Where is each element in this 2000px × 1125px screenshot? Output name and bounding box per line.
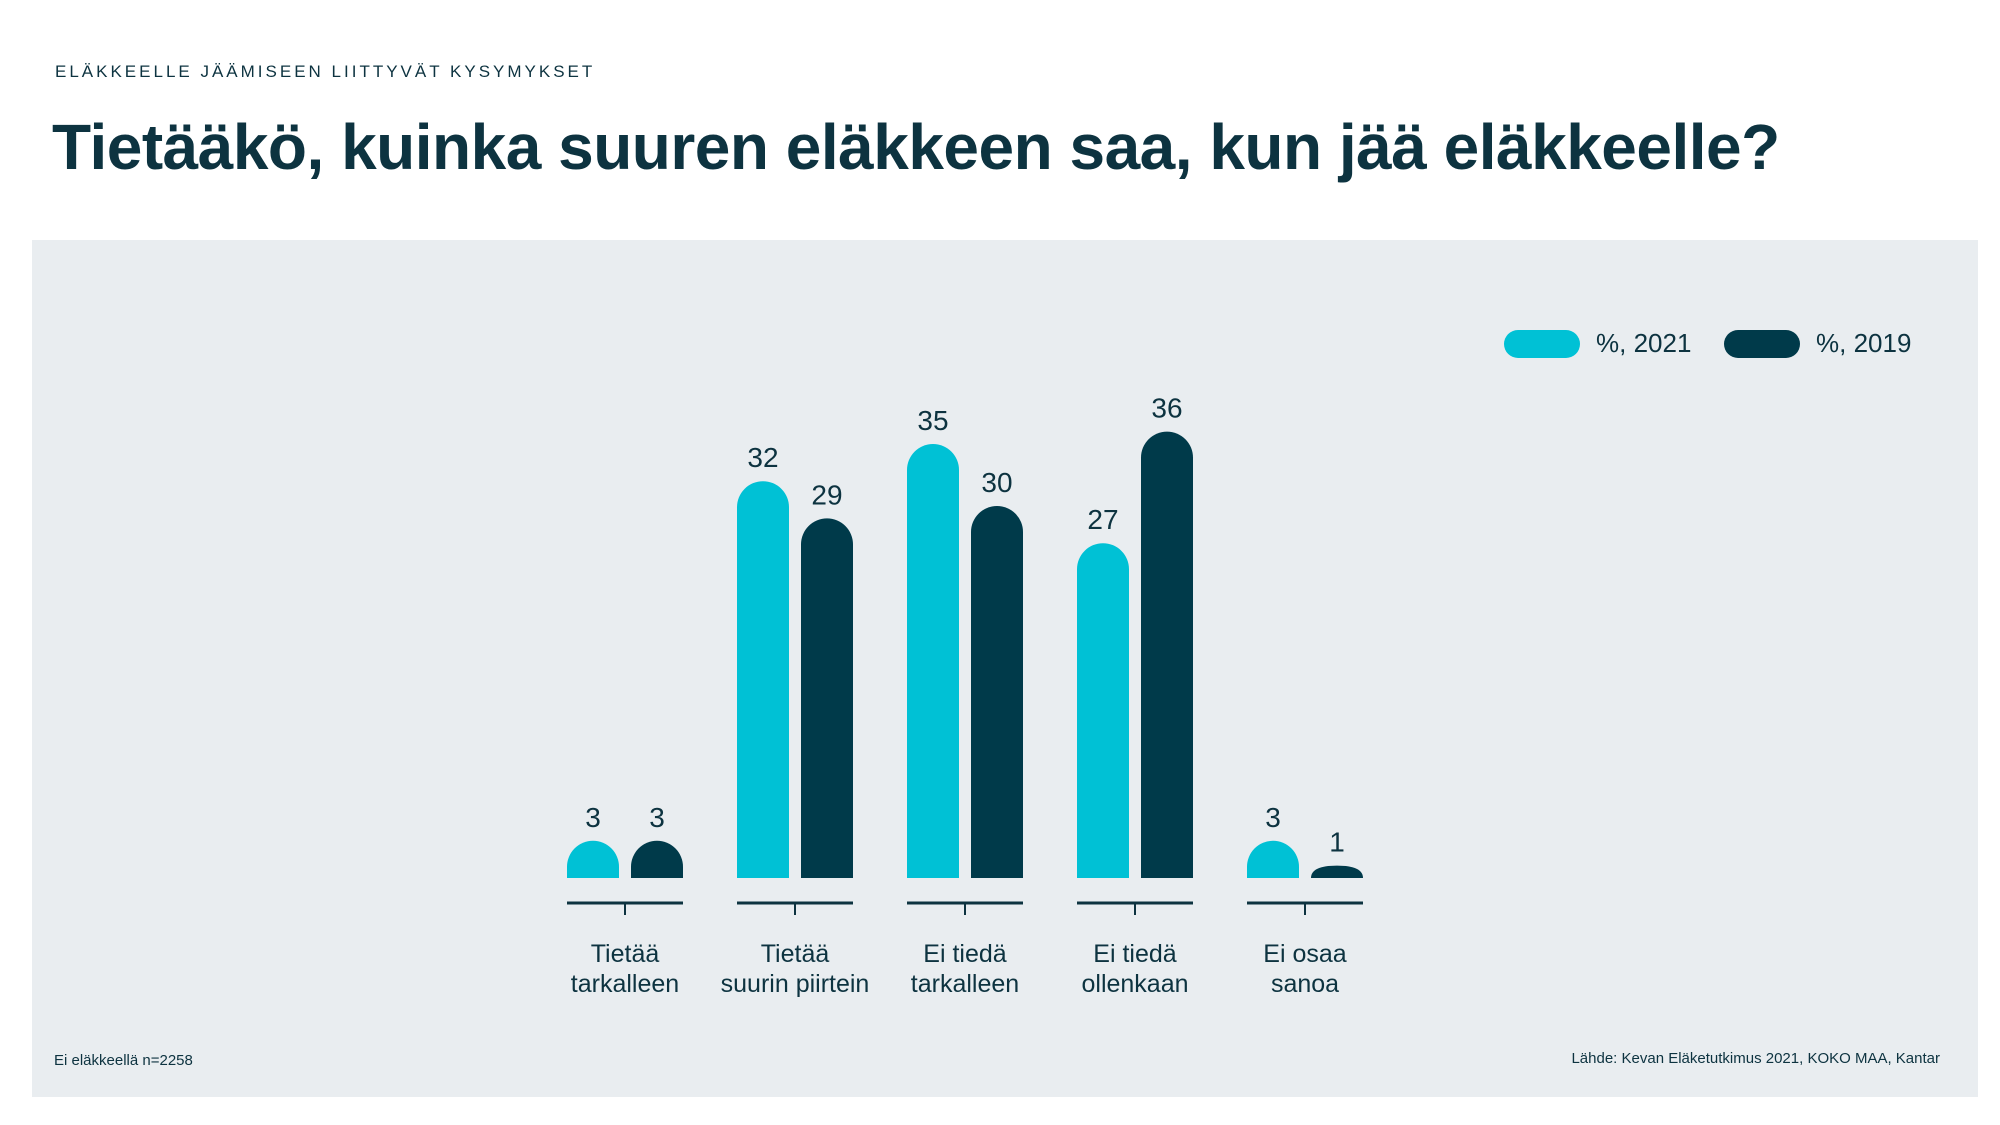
- bar-2021-4: [1247, 840, 1299, 878]
- value-label-2021-1: 32: [747, 442, 778, 473]
- bar-2019-2: [971, 506, 1023, 878]
- bar-2019-4: [1311, 865, 1363, 878]
- source-note: Lähde: Kevan Eläketutkimus 2021, KOKO MA…: [1571, 1050, 1940, 1067]
- value-label-2019-0: 3: [649, 802, 665, 833]
- category-label-1-1: suurin piirtein: [721, 970, 870, 998]
- category-label-1-0: Tietää: [761, 940, 830, 968]
- value-label-2019-2: 30: [981, 467, 1012, 498]
- category-label-4-0: Ei osaa: [1263, 940, 1346, 968]
- bar-2021-3: [1077, 543, 1129, 878]
- value-label-2021-3: 27: [1087, 504, 1118, 535]
- page-title: Tietääkö, kuinka suuren eläkkeen saa, ku…: [52, 111, 1780, 183]
- category-label-3-1: ollenkaan: [1081, 970, 1188, 998]
- chart-panel: 3 3 Tietää tarkalleen 32 29 Tietää suurin piirt…: [32, 240, 1978, 1097]
- category-label-2-1: tarkalleen: [911, 970, 1019, 998]
- value-label-2019-1: 29: [811, 479, 842, 510]
- legend: %, 2021 %, 2019: [32, 328, 1978, 358]
- legend-label-2021: %, 2021: [1596, 328, 1692, 358]
- legend-item-2019: %, 2019: [1724, 328, 1911, 359]
- value-label-2019-3: 36: [1151, 393, 1182, 424]
- sample-size-note: Ei eläkkeellä n=2258: [54, 1052, 193, 1069]
- legend-swatch-2019: [1724, 329, 1800, 358]
- category-label-0-1: tarkalleen: [571, 970, 679, 998]
- bar-2021-1: [737, 481, 789, 878]
- bar-2019-0: [631, 840, 683, 878]
- value-label-2021-2: 35: [917, 405, 948, 436]
- bar-2019-1: [801, 518, 853, 878]
- value-label-2021-4: 3: [1265, 802, 1281, 833]
- bar-2021-0: [567, 840, 619, 878]
- category-label-2-0: Ei tiedä: [923, 940, 1006, 968]
- value-label-2019-4: 1: [1329, 827, 1345, 858]
- bar-2021-2: [907, 444, 959, 878]
- legend-swatch-2021: [1504, 329, 1580, 358]
- kicker: ELÄKKEELLE JÄÄMISEEN LIITTYVÄT KYSYMYKSE…: [55, 62, 596, 81]
- legend-item-2021: %, 2021: [1504, 328, 1691, 359]
- bar-2019-3: [1141, 431, 1193, 878]
- category-label-0-0: Tietää: [591, 940, 660, 968]
- value-label-2021-0: 3: [585, 802, 601, 833]
- category-label-3-0: Ei tiedä: [1093, 940, 1176, 968]
- legend-label-2019: %, 2019: [1816, 328, 1912, 358]
- category-label-4-1: sanoa: [1271, 970, 1339, 998]
